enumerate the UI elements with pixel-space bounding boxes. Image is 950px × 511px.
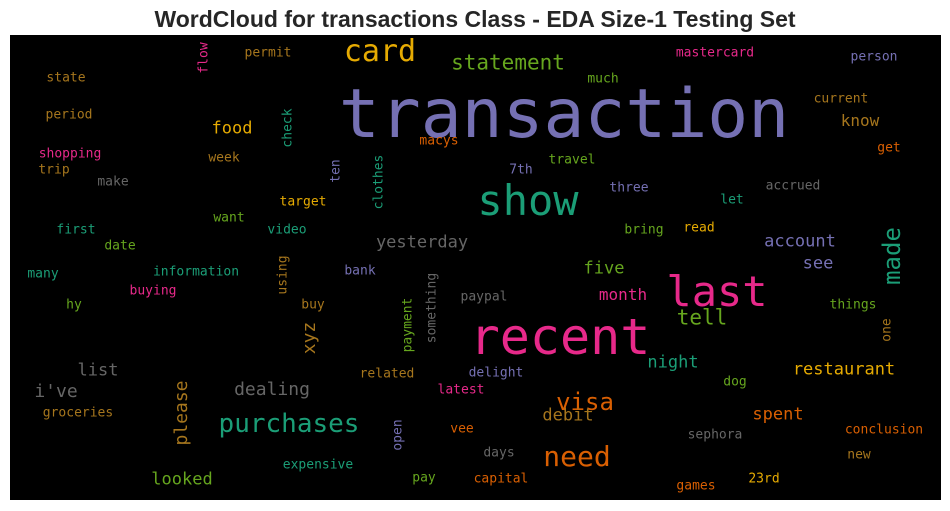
word-transaction: transaction [338,75,790,154]
word-bring: bring [624,222,664,238]
word-related: related [359,366,415,382]
word-macys: macys [419,133,459,149]
word-things: things [829,297,877,313]
word-flow: flow [196,42,212,74]
word-person: person [850,49,898,65]
word-dog: dog [723,374,747,390]
word-want: want [213,210,245,226]
word-clothes: clothes [371,154,387,210]
word-first: first [56,222,96,238]
word-need: need [543,440,611,473]
word-accrued: accrued [765,178,821,194]
word-three: three [609,180,649,196]
word-period: period [45,107,93,123]
word-food: food [211,118,253,139]
word-vee: vee [450,421,474,437]
word-week: week [208,150,240,166]
word-payment: payment [400,297,416,353]
word-let: let [720,192,744,208]
word-last: last [666,267,768,316]
word-7th: 7th [509,162,533,178]
word-statement: statement [451,50,565,75]
word-five: five [583,258,625,279]
word-current: current [813,91,869,107]
word-know: know [840,111,880,130]
word-groceries: groceries [42,405,114,421]
word-recent: recent [469,308,651,366]
word-xyz: xyz [299,321,320,355]
word-get: get [877,140,901,156]
word-using: using [275,255,291,295]
word-capital: capital [473,471,529,487]
word-games: games [676,478,716,494]
chart-title: WordCloud for transactions Class - EDA S… [154,6,796,32]
word-mastercard: mastercard [675,45,755,61]
word-video: video [267,222,307,238]
word-night: night [647,352,699,373]
word-days: days [483,445,515,461]
word-debit: debit [542,405,594,426]
word-much: much [587,71,619,87]
word-conclusion: conclusion [844,422,924,438]
word-read: read [683,220,715,236]
word-account: account [764,231,836,252]
word-travel: travel [548,152,596,168]
word-purchases: purchases [218,409,360,439]
word-open: open [390,419,406,451]
word-looked: looked [151,469,213,490]
word-please: please [171,380,192,446]
word-card: card [343,35,417,69]
word-something: something [424,272,440,344]
wordcloud-canvas: transaction recent last show card need purchas… [10,35,941,500]
word-buying: buying [129,283,177,299]
word-new: new [847,447,871,463]
word-tell: tell [676,305,728,330]
word-show: show [477,176,579,225]
word-paypal: paypal [460,289,508,305]
word-date: date [104,238,136,254]
word-ten: ten [328,159,344,183]
word-information: information [152,264,240,280]
word-sephora: sephora [687,427,743,443]
word-dealing: dealing [234,379,310,400]
word-bank: bank [344,263,376,279]
word-yesterday: yesterday [375,232,469,253]
word-list: list [77,360,119,381]
word-hy: hy [66,297,82,313]
word-permit: permit [244,45,292,61]
word-made: made [878,227,906,285]
word-shopping: shopping [38,146,102,162]
word-trip: trip [38,162,70,178]
word-delight: delight [468,365,524,381]
word-see: see [802,253,834,274]
word-pay: pay [412,470,436,486]
word-visa: visa [556,388,614,416]
word-target: target [279,194,327,210]
word-ive: i've [34,381,78,402]
word-latest: latest [437,382,485,398]
word-buy: buy [301,297,325,313]
word-spent: spent [752,404,804,425]
word-many: many [27,266,59,282]
word-check: check [280,108,296,148]
word-make: make [97,174,129,190]
word-restaurant: restaurant [792,359,896,380]
word-expensive: expensive [282,457,354,473]
word-state: state [46,70,86,86]
word-month: month [598,285,648,304]
word-23rd: 23rd [748,471,780,487]
word-one: one [879,318,895,342]
